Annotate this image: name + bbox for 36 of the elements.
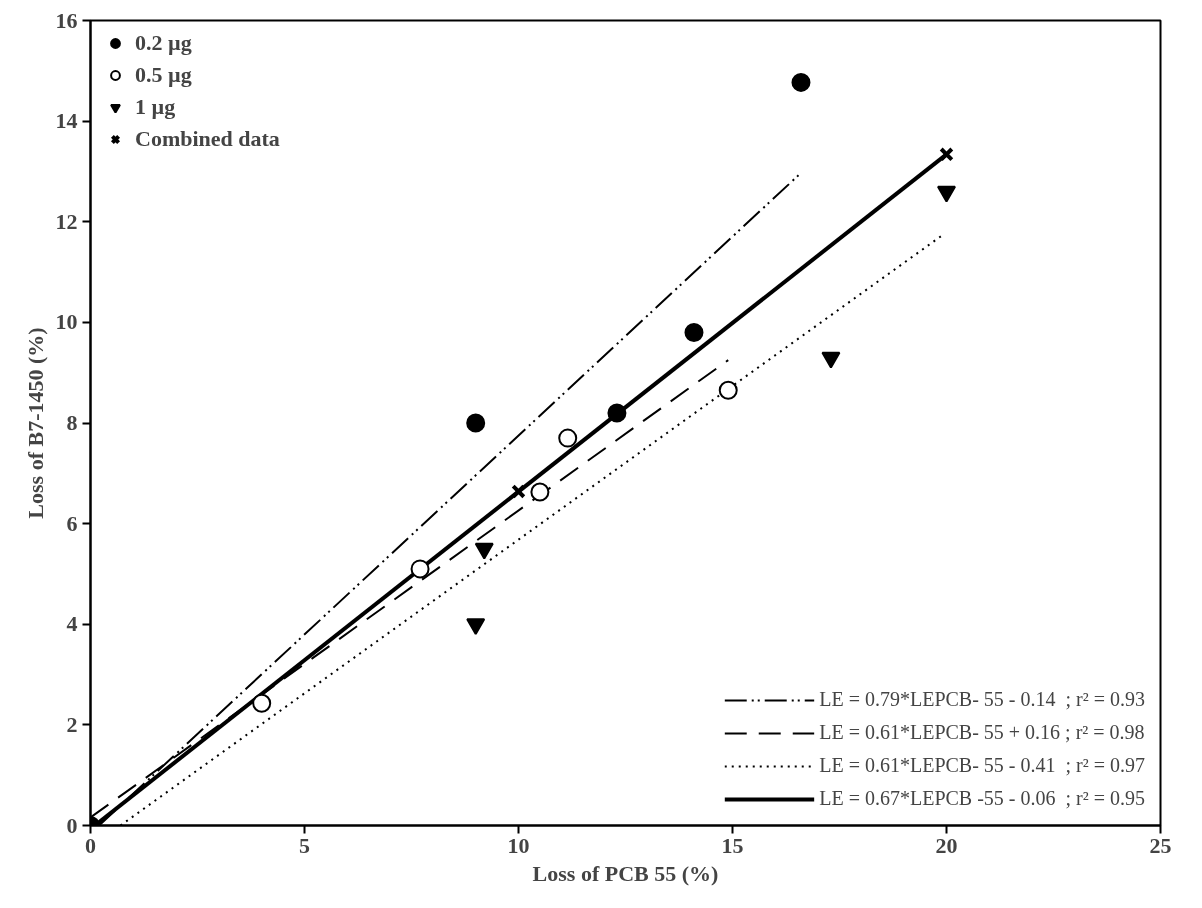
legend-label: LE = 0.67*LEPCB -55 - 0.06 ; r² = 0.95 (819, 787, 1145, 810)
x-tick-label: 5 (299, 832, 310, 858)
point (410, 559, 430, 579)
y-tick-label: 6 (66, 510, 78, 536)
x-tick-label: 20 (935, 832, 958, 858)
point (607, 403, 627, 423)
point (939, 147, 954, 162)
point (558, 428, 578, 448)
y-axis-title: Loss of B7-1450 (%) (22, 327, 48, 519)
y-tick-label: 4 (66, 611, 78, 637)
point (718, 380, 738, 400)
y-tick-label: 10 (55, 309, 78, 335)
y-tick-label: 0 (66, 812, 78, 838)
legend-label: 0.5 µg (135, 62, 192, 88)
point (791, 72, 811, 92)
y-tick-label: 16 (55, 7, 78, 33)
legend-label: 1 µg (135, 94, 176, 120)
legend-label: LE = 0.61*LEPCB- 55 - 0.41 ; r² = 0.97 (819, 754, 1145, 777)
x-axis-title: Loss of PCB 55 (%) (532, 860, 719, 886)
y-tick-label: 14 (55, 108, 78, 134)
x-tick-label: 15 (721, 832, 744, 858)
y-tick-label: 12 (55, 208, 78, 234)
point (511, 484, 526, 499)
legend-label: LE = 0.79*LEPCB- 55 - 0.14 ; r² = 0.93 (819, 688, 1145, 711)
legend-label: Combined data (135, 126, 280, 152)
point (252, 693, 272, 713)
x-tick-label: 0 (85, 832, 96, 858)
x-tick-label: 10 (507, 832, 530, 858)
y-tick-label: 8 (66, 410, 78, 435)
point (530, 482, 550, 502)
y-tick-label: 2 (66, 711, 78, 737)
legend-label: LE = 0.61*LEPCB- 55 + 0.16 ; r² = 0.98 (819, 721, 1145, 744)
point (466, 413, 486, 433)
x-tick-label: 25 (1149, 832, 1172, 858)
point (684, 322, 704, 342)
legend-label: 0.2 µg (135, 30, 192, 56)
